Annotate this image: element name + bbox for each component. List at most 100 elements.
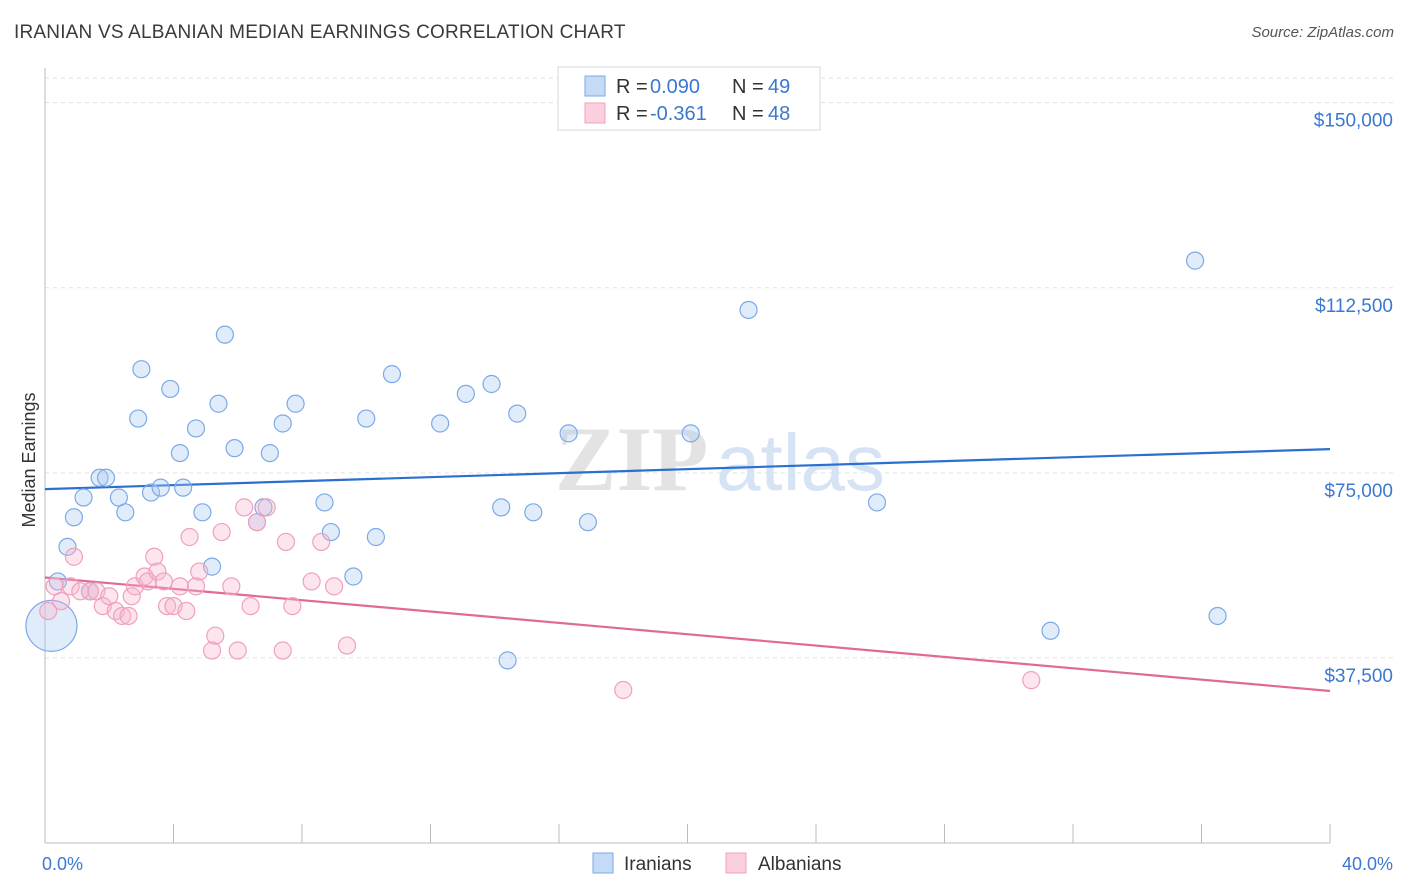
gridlines: [45, 77, 1396, 659]
iranians-point: [132, 360, 151, 379]
iranians-point: [315, 493, 334, 512]
albanians-point: [112, 606, 132, 626]
iranians-point: [186, 419, 206, 438]
y-tick-label: $150,000: [1314, 111, 1393, 132]
iranians-point: [90, 468, 109, 487]
albanians-point: [71, 582, 90, 601]
albanians-point: [212, 522, 231, 542]
legend-n-label-1: N =: [732, 76, 764, 98]
albanians-point: [154, 572, 173, 591]
iranians-point: [492, 498, 511, 517]
iranians-point: [141, 483, 161, 502]
iranians-point: [161, 379, 180, 399]
y-tick-label: $75,000: [1324, 481, 1393, 502]
trend-lines: [44, 448, 1331, 693]
albanians-point: [202, 641, 222, 660]
iranians-point: [524, 503, 543, 522]
legend-n-label-2: N =: [732, 103, 764, 125]
albanians-point: [138, 572, 157, 591]
albanians-point: [283, 596, 302, 616]
albanians-point: [312, 532, 331, 552]
albanians-point: [145, 547, 164, 566]
albanians-point: [614, 680, 633, 700]
albanians-point: [228, 641, 247, 660]
watermark-zip: ZIP: [555, 408, 708, 510]
x-tick-label: 40.0%: [1342, 854, 1393, 874]
y-tick-label: $37,500: [1324, 666, 1393, 687]
albanians-point: [51, 592, 71, 611]
iranians-point: [116, 503, 135, 522]
legend-bottom-label-iranians: Iranians: [624, 854, 692, 875]
albanians-point: [222, 577, 241, 596]
chart-title: IRANIAN VS ALBANIAN MEDIAN EARNINGS CORR…: [14, 22, 626, 43]
legend-swatch-albanians: [584, 102, 606, 124]
iranians-point: [578, 513, 598, 532]
iranians-point: [508, 404, 527, 423]
legend-bottom-swatch-albanians: [725, 852, 747, 874]
albanians-point: [180, 527, 199, 547]
chart-source: Source: ZipAtlas.com: [1251, 24, 1394, 41]
iranians-point: [151, 478, 170, 497]
iranians-point: [739, 300, 758, 320]
iranians-point: [867, 493, 887, 512]
iranians-point: [260, 443, 279, 463]
iranians-point: [482, 374, 501, 394]
legend-n-value-1: 49: [768, 76, 790, 98]
iranians-point: [1208, 606, 1227, 626]
albanians-point: [257, 498, 276, 517]
albanians-point: [325, 577, 344, 596]
albanians-point: [80, 582, 100, 601]
iranians-point: [25, 599, 78, 652]
x-tick-labels: 0.0% 40.0%: [42, 854, 1393, 874]
albanians-point: [61, 577, 80, 596]
iranians-point: [215, 325, 234, 344]
albanians-point: [119, 606, 138, 626]
y-tick-label: $112,500: [1315, 296, 1393, 317]
albanians-point: [241, 596, 260, 616]
albanians-point: [337, 636, 357, 655]
iranians-point: [1185, 251, 1205, 270]
albanians-point: [273, 641, 292, 660]
legend-r-label-2: R =: [616, 103, 648, 125]
iranians-point: [170, 443, 190, 463]
iranians-point: [321, 522, 341, 542]
albanians-point: [190, 562, 209, 581]
legend-r-value-1: 0.090: [650, 76, 700, 98]
albanians-point: [122, 587, 141, 606]
x-tick-label: 0.0%: [42, 854, 83, 874]
iranians-point: [681, 424, 700, 443]
legend-n-value-2: 48: [768, 103, 790, 125]
iranians-point: [1041, 621, 1060, 640]
iranians-point: [357, 409, 376, 428]
albanians-point: [157, 596, 177, 616]
y-axis-label: Median Earnings: [19, 392, 39, 527]
albanians-point: [302, 572, 321, 591]
watermark: ZIP atlas: [555, 408, 885, 510]
watermark-atlas: atlas: [716, 418, 885, 507]
iranians-point: [209, 394, 228, 413]
legend-r-label-1: R =: [616, 76, 648, 98]
iranians-point: [174, 478, 193, 497]
legend-r-value-2: -0.361: [650, 103, 707, 125]
legend-bottom: Iranians Albanians: [592, 852, 841, 875]
iranians-point: [559, 424, 578, 443]
iranians-point: [58, 537, 77, 556]
data-points: [25, 251, 1227, 700]
albanians-point: [148, 562, 167, 581]
axes: [44, 68, 1331, 844]
albanians-point: [276, 532, 296, 552]
iranians-point: [366, 527, 385, 547]
iranians-point: [431, 414, 450, 433]
albanians-point: [206, 626, 225, 645]
iranians-point: [456, 384, 475, 403]
iranians-point: [74, 488, 93, 507]
iranians-point: [193, 503, 212, 522]
iranians-trend-line: [44, 448, 1331, 491]
iranians-point: [273, 414, 292, 433]
iranians-point: [225, 439, 244, 458]
iranians-point: [498, 651, 517, 670]
albanians-point: [186, 577, 206, 596]
albanians-point: [170, 577, 190, 596]
albanians-point: [64, 547, 84, 566]
iranians-point: [129, 409, 148, 428]
